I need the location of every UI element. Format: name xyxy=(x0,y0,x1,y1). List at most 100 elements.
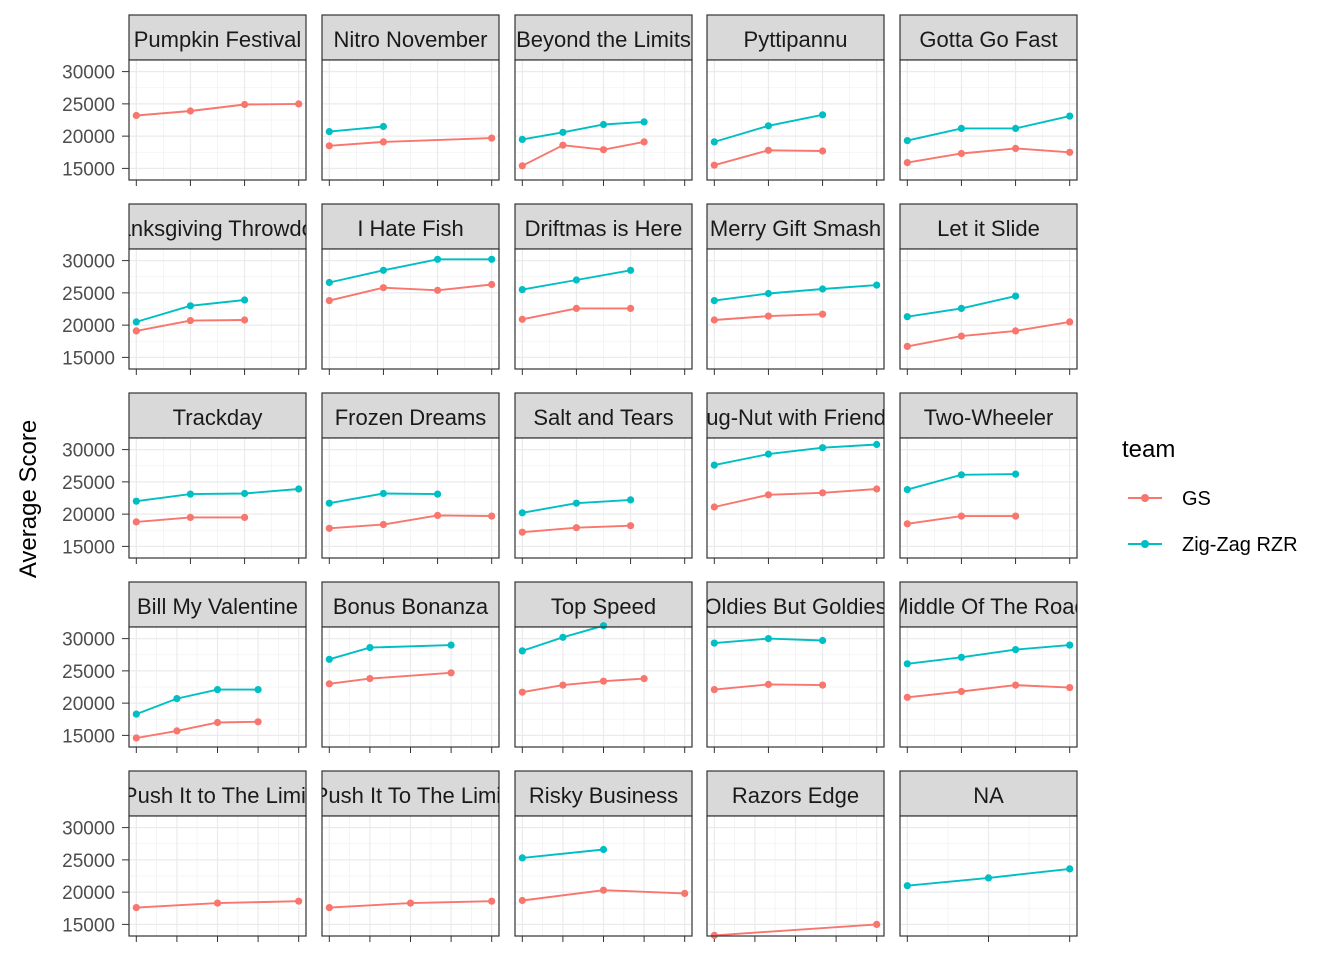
data-point xyxy=(819,285,827,293)
data-point xyxy=(599,120,608,129)
data-point xyxy=(957,512,966,520)
facet-title: Razors Edge xyxy=(732,783,859,808)
facet-panel: Top Speed xyxy=(514,581,693,753)
facet-title: Top Speed xyxy=(551,594,656,619)
data-point xyxy=(1066,112,1074,120)
data-point xyxy=(518,315,526,323)
facet-title: Middle Of The Road xyxy=(890,594,1086,619)
data-point xyxy=(366,675,374,683)
facet-panel: Bill My Valentine xyxy=(128,581,307,753)
legend-title: team xyxy=(1122,436,1175,463)
data-point xyxy=(254,686,262,694)
panel-border xyxy=(706,248,885,370)
data-point xyxy=(254,718,262,726)
data-point xyxy=(213,686,222,694)
data-point xyxy=(559,128,567,136)
data-point xyxy=(241,100,249,109)
panel-border xyxy=(321,59,500,181)
facet-panel: Merry Gift Smash xyxy=(706,203,885,375)
facet-title: Two-Wheeler xyxy=(924,405,1054,430)
y-tick-label: 30000 xyxy=(62,63,115,84)
y-axis-title: Average Score xyxy=(15,420,42,578)
data-point xyxy=(325,904,333,912)
legend-label-gs: GS xyxy=(1182,488,1211,510)
data-point xyxy=(241,296,249,304)
data-point xyxy=(325,655,333,663)
data-point xyxy=(599,886,608,894)
facet-strip xyxy=(128,203,307,250)
facet-strip xyxy=(899,770,1078,817)
facet-strip xyxy=(128,392,307,439)
data-point xyxy=(434,286,442,294)
series-line-zigzag xyxy=(329,125,384,133)
data-point xyxy=(873,920,881,929)
series-line-gs xyxy=(136,720,259,739)
series-line-zigzag xyxy=(329,258,492,284)
panel-border xyxy=(128,815,307,937)
data-point xyxy=(379,520,387,529)
data-point xyxy=(325,142,333,150)
series-line-gs xyxy=(714,923,877,937)
panel-border xyxy=(899,626,1078,748)
panel-border xyxy=(128,626,307,748)
data-point xyxy=(132,318,140,326)
y-tick-label: 20000 xyxy=(62,316,115,337)
data-point xyxy=(599,677,608,685)
data-point xyxy=(764,289,773,298)
data-point xyxy=(599,622,608,630)
data-point xyxy=(627,522,635,530)
data-point xyxy=(518,509,526,517)
data-point xyxy=(1012,681,1020,689)
facet-strip xyxy=(321,770,500,817)
facet-title: Thanksgiving Throwdown xyxy=(93,216,342,241)
data-point xyxy=(819,111,827,119)
data-point xyxy=(764,491,773,499)
data-point xyxy=(957,332,966,340)
data-point xyxy=(447,641,455,649)
y-tick-label: 25000 xyxy=(62,851,115,872)
y-tick-label: 20000 xyxy=(62,127,115,148)
data-point xyxy=(1012,292,1020,300)
data-point xyxy=(710,461,718,469)
y-tick-label: 30000 xyxy=(62,819,115,840)
data-point xyxy=(957,124,966,132)
data-point xyxy=(1066,148,1074,156)
data-point xyxy=(903,520,911,528)
y-tick-label: 25000 xyxy=(62,284,115,305)
facet-title: Gotta Go Fast xyxy=(919,27,1057,52)
data-point xyxy=(434,255,442,263)
panel-border xyxy=(321,437,500,559)
facet-strip xyxy=(899,203,1078,250)
legend-label-zigzag: Zig-Zag RZR xyxy=(1182,534,1298,556)
data-point xyxy=(132,904,140,912)
data-point xyxy=(957,653,966,661)
data-point xyxy=(132,710,140,718)
data-point xyxy=(173,695,181,703)
facet-title: Frozen Dreams xyxy=(335,405,487,430)
series-line-zigzag xyxy=(714,284,877,302)
data-point xyxy=(1012,327,1020,335)
data-point xyxy=(379,122,387,131)
y-tick-label: 25000 xyxy=(62,662,115,683)
data-point xyxy=(873,281,881,289)
facet-strip xyxy=(321,203,500,250)
panel-border xyxy=(706,59,885,181)
data-point xyxy=(379,489,387,498)
data-point xyxy=(213,899,222,907)
data-point xyxy=(366,644,374,652)
data-point xyxy=(764,312,773,320)
data-point xyxy=(1012,512,1020,520)
y-tick-label: 15000 xyxy=(62,726,115,747)
data-point xyxy=(379,266,387,274)
y-tick-label: 30000 xyxy=(62,630,115,651)
facet-strip xyxy=(514,392,693,439)
data-point xyxy=(186,513,194,522)
facet-panel: Driftmas is Here xyxy=(514,203,693,375)
panel-border xyxy=(899,248,1078,370)
series-line-zigzag xyxy=(522,120,645,141)
data-point xyxy=(173,727,181,735)
data-point xyxy=(572,304,581,312)
facet-title: Risky Business xyxy=(529,783,678,808)
legend: team GS Zig-Zag RZR xyxy=(1122,436,1298,556)
data-point xyxy=(873,440,881,449)
